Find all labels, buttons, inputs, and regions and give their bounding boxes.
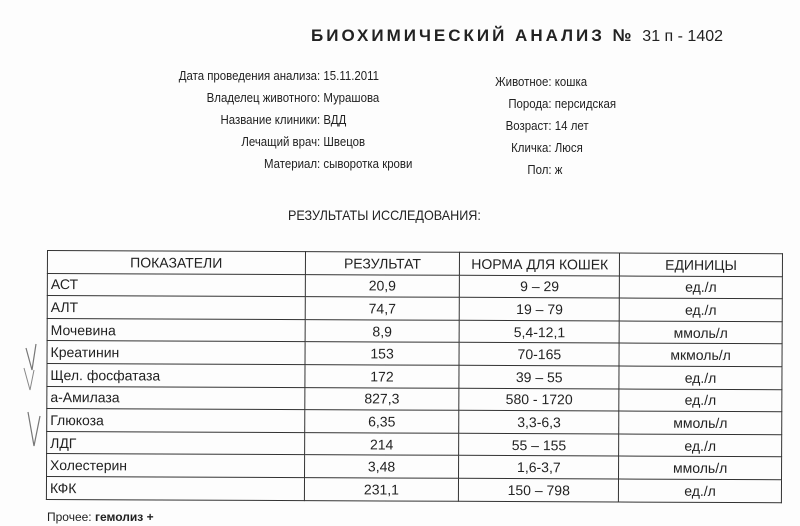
result-cell: 6,35: [304, 409, 460, 434]
info-value: 15.11.2011: [323, 68, 379, 83]
units-cell: ед./л: [618, 388, 782, 412]
info-left: Дата проведения анализа: 15.11.2011 Владе…: [146, 68, 413, 178]
norm-cell: 39 – 55: [459, 365, 620, 389]
info-value: 14 лет: [554, 118, 589, 133]
units-cell: ммоль/л: [618, 456, 782, 480]
info-row: Лечащий врач: Швецов: [146, 134, 412, 156]
info-row: Материал: сыворотка крови: [146, 156, 412, 178]
info-label: Пол:: [527, 162, 552, 177]
indicator-cell: КФК: [46, 476, 305, 501]
table-row: Холестерин 3,48 1,6-3,7 ммоль/л: [46, 453, 782, 480]
result-cell: 20,9: [304, 274, 460, 298]
info-row: Кличка: Люся: [468, 140, 616, 162]
info-row: Дата проведения анализа: 15.11.2011: [146, 68, 412, 90]
info-label: Дата проведения анализа:: [178, 68, 321, 83]
norm-cell: 1,6-3,7: [458, 455, 619, 479]
result-cell: 214: [304, 432, 460, 456]
indicator-cell: а-Амилаза: [46, 386, 305, 410]
norm-cell: 5,4-12,1: [459, 320, 620, 344]
info-value: персидская: [554, 96, 617, 111]
info-value: Люся: [554, 140, 583, 155]
other-value: гемолиз +: [95, 510, 154, 524]
indicator-cell: Мочевина: [47, 318, 305, 343]
info-value: Швецов: [323, 134, 366, 149]
table-row: КФК 231,1 150 – 798 ед./л: [46, 476, 782, 503]
analysis-number: 31 п - 1402: [642, 28, 724, 45]
result-cell: 153: [304, 342, 460, 366]
indicator-cell: Глюкоза: [46, 408, 305, 433]
result-cell: 74,7: [304, 296, 460, 321]
table-header-row: ПОКАЗАТЕЛИ РЕЗУЛЬТАТ НОРМА ДЛЯ КОШЕК ЕДИНИЦ…: [47, 250, 783, 277]
units-cell: ед./л: [619, 275, 783, 299]
info-value: сыворотка крови: [323, 156, 413, 171]
table-row: АСТ 20,9 9 – 29 ед./л: [47, 273, 783, 299]
info-label: Материал:: [264, 156, 321, 171]
norm-cell: 3,3-6,3: [459, 410, 619, 434]
table-row: Глюкоза 6,35 3,3-6,3 ммоль/л: [46, 408, 782, 435]
table-row: ЛДГ 214 55 – 155 ед./л: [46, 431, 782, 458]
units-cell: ед./л: [618, 433, 782, 458]
info-value: Мурашова: [323, 90, 380, 105]
indicator-cell: ЛДГ: [46, 431, 305, 455]
info-label: Возраст:: [505, 118, 552, 133]
info-right: Животное: кошка Порода: персидская Возраст…: [468, 74, 616, 184]
info-value: ж: [554, 162, 563, 177]
norm-cell: 150 – 798: [458, 478, 619, 502]
title-text: БИОХИМИЧЕСКИЙ АНАЛИЗ №: [311, 26, 635, 45]
info-row: Пол: ж: [468, 162, 616, 184]
info-row: Возраст: 14 лет: [468, 118, 616, 140]
units-cell: мкмоль/л: [619, 343, 783, 367]
units-cell: ед./л: [619, 298, 783, 322]
table-row: а-Амилаза 827,3 580 - 1720 ед./л: [46, 386, 782, 412]
norm-cell: 19 – 79: [459, 297, 620, 321]
check-mark-icon: [23, 367, 35, 391]
norm-cell: 70-165: [459, 342, 620, 366]
norm-cell: 580 - 1720: [459, 387, 620, 412]
units-cell: ммоль/л: [618, 411, 782, 435]
table-row: Мочевина 8,9 5,4-12,1 ммоль/л: [47, 318, 783, 345]
info-label: Название клиники:: [220, 112, 321, 127]
result-cell: 8,9: [304, 319, 460, 343]
results-table: ПОКАЗАТЕЛИ РЕЗУЛЬТАТ НОРМА ДЛЯ КОШЕК ЕДИНИЦ…: [46, 250, 783, 503]
column-header: НОРМА ДЛЯ КОШЕК: [459, 252, 620, 276]
norm-cell: 55 – 155: [459, 433, 619, 457]
column-header: ПОКАЗАТЕЛИ: [47, 250, 306, 275]
column-header: РЕЗУЛЬТАТ: [305, 251, 460, 275]
handwritten-check-marks: [23, 343, 41, 447]
other-label: Прочее:: [47, 510, 92, 524]
table-row: Креатинин 153 70-165 мкмоль/л: [47, 340, 783, 367]
check-mark-icon: [27, 411, 41, 447]
result-cell: 172: [304, 364, 460, 388]
norm-cell: 9 – 29: [459, 274, 620, 299]
result-cell: 827,3: [304, 387, 460, 411]
info-label: Владелец животного:: [206, 90, 321, 105]
units-cell: ммоль/л: [619, 320, 783, 345]
indicator-cell: Холестерин: [46, 453, 305, 478]
column-header: ЕДИНИЦЫ: [619, 252, 783, 277]
info-label: Лечащий врач:: [241, 134, 321, 149]
indicator-cell: Щел. фосфатаза: [46, 363, 305, 388]
indicator-cell: АСТ: [47, 273, 306, 297]
units-cell: ед./л: [618, 478, 782, 503]
check-mark-icon: [25, 343, 37, 371]
info-label: Животное:: [495, 74, 552, 89]
indicator-cell: Креатинин: [47, 340, 305, 365]
results-heading: РЕЗУЛЬТАТЫ ИССЛЕДОВАНИЯ:: [288, 207, 481, 223]
info-label: Кличка:: [511, 140, 552, 155]
info-row: Животное: кошка: [468, 74, 616, 96]
info-row: Владелец животного: Мурашова: [146, 90, 412, 112]
result-cell: 3,48: [304, 454, 460, 479]
table-row: Щел. фосфатаза 172 39 – 55 ед./л: [46, 363, 782, 390]
info-row: Название клиники: ВДД: [146, 112, 412, 134]
units-cell: ед./л: [619, 365, 782, 390]
document-title: БИОХИМИЧЕСКИЙ АНАЛИЗ № 31 п - 1402: [311, 26, 723, 46]
table-row: АЛТ 74,7 19 – 79 ед./л: [47, 295, 783, 322]
info-row: Порода: персидская: [468, 96, 616, 118]
other-notes: Прочее: гемолиз +: [47, 510, 154, 524]
info-value: ВДД: [323, 112, 347, 127]
indicator-cell: АЛТ: [47, 295, 305, 320]
info-label: Порода:: [508, 96, 552, 111]
result-cell: 231,1: [304, 477, 459, 501]
info-value: кошка: [554, 74, 588, 89]
